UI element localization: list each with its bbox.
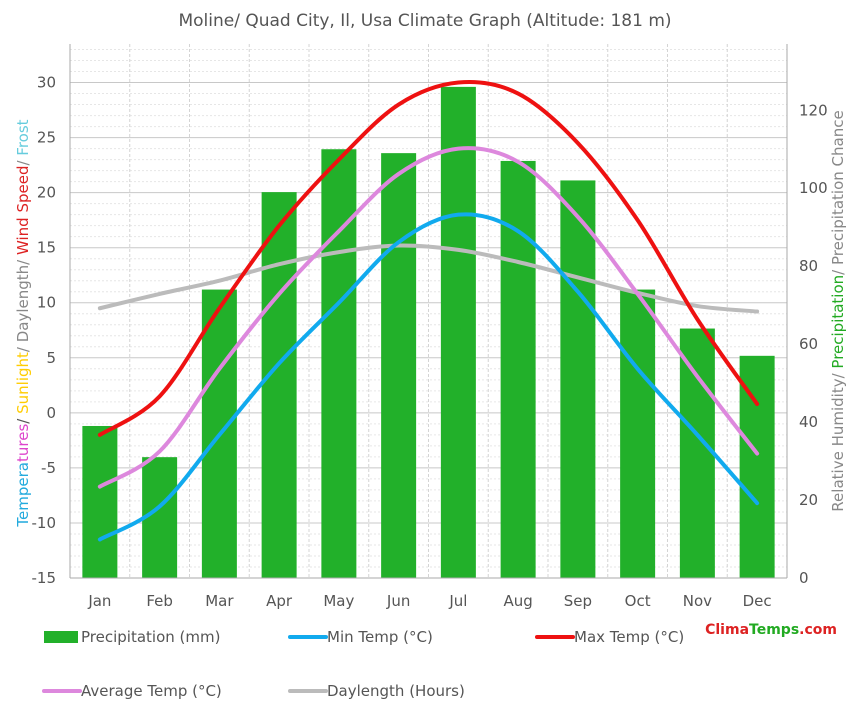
y-left-tick-label: -15 [32, 569, 57, 587]
climatemps-brand[interactable]: ClimaTemps.com [705, 622, 837, 638]
axis-label-part: Precipitation [829, 275, 847, 369]
legend-label: Average Temp (°C) [81, 682, 222, 700]
x-tick-label: Mar [205, 592, 234, 610]
series-line-max [97, 80, 760, 437]
y-left-tick-label: 0 [46, 404, 56, 422]
x-tick-label: May [323, 592, 354, 610]
legend-label: Min Temp (°C) [327, 628, 433, 646]
precipitation-bar [321, 149, 357, 578]
y-left-tick-label: 10 [37, 294, 56, 312]
y-left-tick-label: 20 [37, 184, 56, 202]
series-line-min [97, 212, 760, 542]
axis-label-part: Relative Humidity/ [829, 369, 847, 512]
x-tick-label: Apr [266, 592, 293, 610]
y-right-tick-label: 20 [799, 491, 818, 509]
precipitation-bar [620, 289, 656, 578]
series-lines [97, 80, 760, 542]
axis-label-part: Frost [14, 119, 32, 155]
axis-label-part: / [14, 414, 32, 424]
x-tick-label: Nov [683, 592, 712, 610]
axis-label-part: / Daylength/ [14, 255, 32, 352]
axis-label-part: tures [14, 424, 32, 462]
y-right-tick-label: 60 [799, 335, 818, 353]
y-axis-left-label: Temperatures/ Sunlight/ Daylength/ Wind … [14, 119, 32, 527]
chart-title: Moline/ Quad City, Il, Usa Climate Graph… [178, 11, 671, 31]
precipitation-bar [381, 153, 417, 579]
x-tick-label: Jan [87, 592, 111, 610]
brand-part-2: Temps [749, 622, 799, 638]
series-line-average [97, 146, 760, 489]
y-right-tick-label: 0 [799, 569, 809, 587]
y-axis-right-label: Relative Humidity/ Precipitation/ Precip… [829, 110, 847, 511]
precipitation-bar [82, 425, 118, 578]
legend-item: Average Temp (°C) [42, 682, 222, 700]
axes: -15 -10 -5 0 5 10 15 20 25 30 0 20 40 60 80 100 120 Jan Fe… [32, 44, 828, 610]
precipitation-bar [440, 86, 476, 578]
y-left-tick-label: -5 [41, 459, 56, 477]
legend-swatch [44, 631, 78, 643]
legend-item: Max Temp (°C) [535, 628, 684, 646]
x-tick-label: Feb [146, 592, 173, 610]
precipitation-bar [560, 180, 596, 579]
legend: Precipitation (mm) Min Temp (°C) Max Temp … [42, 628, 684, 700]
series-line-daylength [97, 243, 760, 314]
legend-item: Precipitation (mm) [44, 628, 220, 646]
y-right-tick-label: 40 [799, 413, 818, 431]
x-tick-label: Jul [448, 592, 467, 610]
x-tick-label: Jun [386, 592, 410, 610]
brand-part-1: Clima [705, 622, 749, 638]
axis-label-part: Wind Speed [14, 166, 32, 256]
y-left-tick-label: -10 [32, 514, 57, 532]
axis-label-part: Sunlight [14, 352, 32, 414]
legend-label: Max Temp (°C) [574, 628, 684, 646]
y-left-tick-label: 25 [37, 129, 56, 147]
legend-label: Daylength (Hours) [327, 682, 465, 700]
legend-item: Daylength (Hours) [288, 682, 465, 700]
x-tick-label: Sep [564, 592, 592, 610]
y-right-tick-label: 80 [799, 257, 818, 275]
axis-label-part: / Precipitation Chance [829, 110, 847, 275]
brand-part-3: .com [799, 622, 837, 638]
legend-item: Min Temp (°C) [288, 628, 433, 646]
axis-label-part: / [14, 156, 32, 166]
y-left-tick-label: 15 [37, 239, 56, 257]
y-right-tick-label: 100 [799, 179, 828, 197]
precipitation-bars [82, 86, 775, 579]
precipitation-bar [142, 457, 178, 578]
x-tick-label: Oct [625, 592, 651, 610]
precipitation-bar [261, 192, 297, 578]
precipitation-bar [679, 328, 715, 578]
x-tick-label: Aug [503, 592, 532, 610]
x-tick-label: Dec [743, 592, 772, 610]
y-left-tick-label: 30 [37, 74, 56, 92]
legend-label: Precipitation (mm) [81, 628, 220, 646]
axis-label-part: Tempera [14, 462, 32, 528]
y-left-tick-label: 5 [46, 349, 56, 367]
y-right-tick-label: 120 [799, 101, 828, 119]
precipitation-bar [739, 355, 775, 578]
grid [69, 44, 788, 579]
